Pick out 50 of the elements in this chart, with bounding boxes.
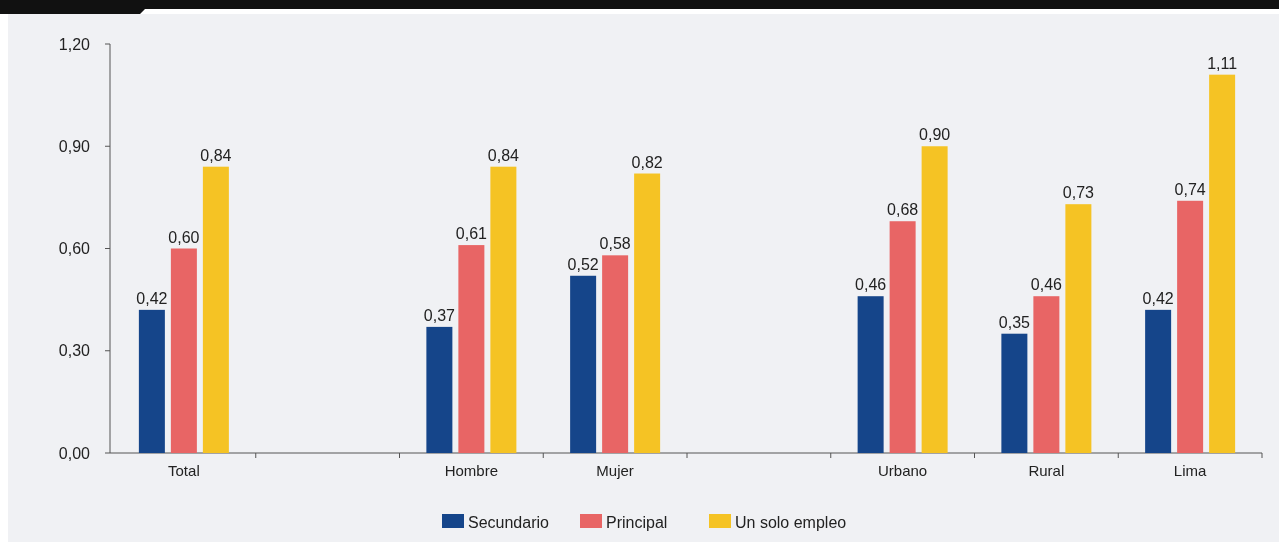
data-label: 0,42 [1142, 289, 1174, 307]
y-tick-label: 0,30 [58, 342, 91, 360]
y-tick-label: 0,60 [58, 240, 91, 258]
data-label: 0,68 [887, 201, 919, 219]
y-tick-label: 0,00 [58, 444, 91, 462]
data-label: 0,60 [168, 228, 200, 246]
data-label: 0,46 [1030, 276, 1063, 294]
data-label: 0,90 [919, 126, 951, 144]
bar [1177, 200, 1204, 453]
data-label: 0,35 [998, 313, 1031, 331]
data-label: 1,11 [1207, 54, 1238, 72]
data-label: 0,37 [423, 306, 456, 324]
bar [138, 309, 165, 453]
bar [889, 221, 916, 453]
bar [921, 146, 948, 453]
data-label: 0,73 [1062, 184, 1095, 202]
data-label: 0,61 [455, 225, 488, 243]
bar [634, 173, 661, 453]
bar [458, 245, 485, 453]
bar [490, 166, 517, 453]
bar [602, 255, 629, 453]
y-tick-label: 1,20 [58, 35, 91, 53]
y-tick-label: 0,90 [58, 137, 91, 155]
data-label: 0,42 [136, 289, 168, 307]
x-tick-label: Hombre [444, 462, 499, 479]
bar [170, 248, 197, 453]
data-label: 0,58 [599, 235, 631, 253]
data-label: 0,84 [200, 146, 232, 164]
legend-label: Secundario [468, 513, 550, 531]
x-tick-label: Rural [1028, 462, 1065, 479]
x-tick-label: Urbano [878, 462, 928, 479]
bar [202, 166, 229, 453]
data-label: 0,84 [487, 146, 520, 164]
data-label: 0,52 [567, 255, 599, 273]
x-tick-label: Total [168, 462, 200, 479]
data-label: 0,74 [1174, 180, 1206, 198]
bar [1145, 309, 1172, 453]
bar [570, 275, 597, 453]
bar [1001, 333, 1028, 453]
legend-label: Un solo empleo [735, 513, 847, 531]
bar [1209, 74, 1236, 453]
bar [1065, 204, 1092, 453]
data-label: 0,82 [631, 153, 663, 171]
x-tick-label: Mujer [596, 462, 634, 479]
data-label: 0,46 [855, 276, 887, 294]
x-tick-label: Lima [1173, 462, 1208, 479]
bar [426, 326, 453, 453]
bar [1033, 296, 1060, 453]
bar [857, 296, 884, 453]
legend-label: Principal [606, 513, 668, 531]
